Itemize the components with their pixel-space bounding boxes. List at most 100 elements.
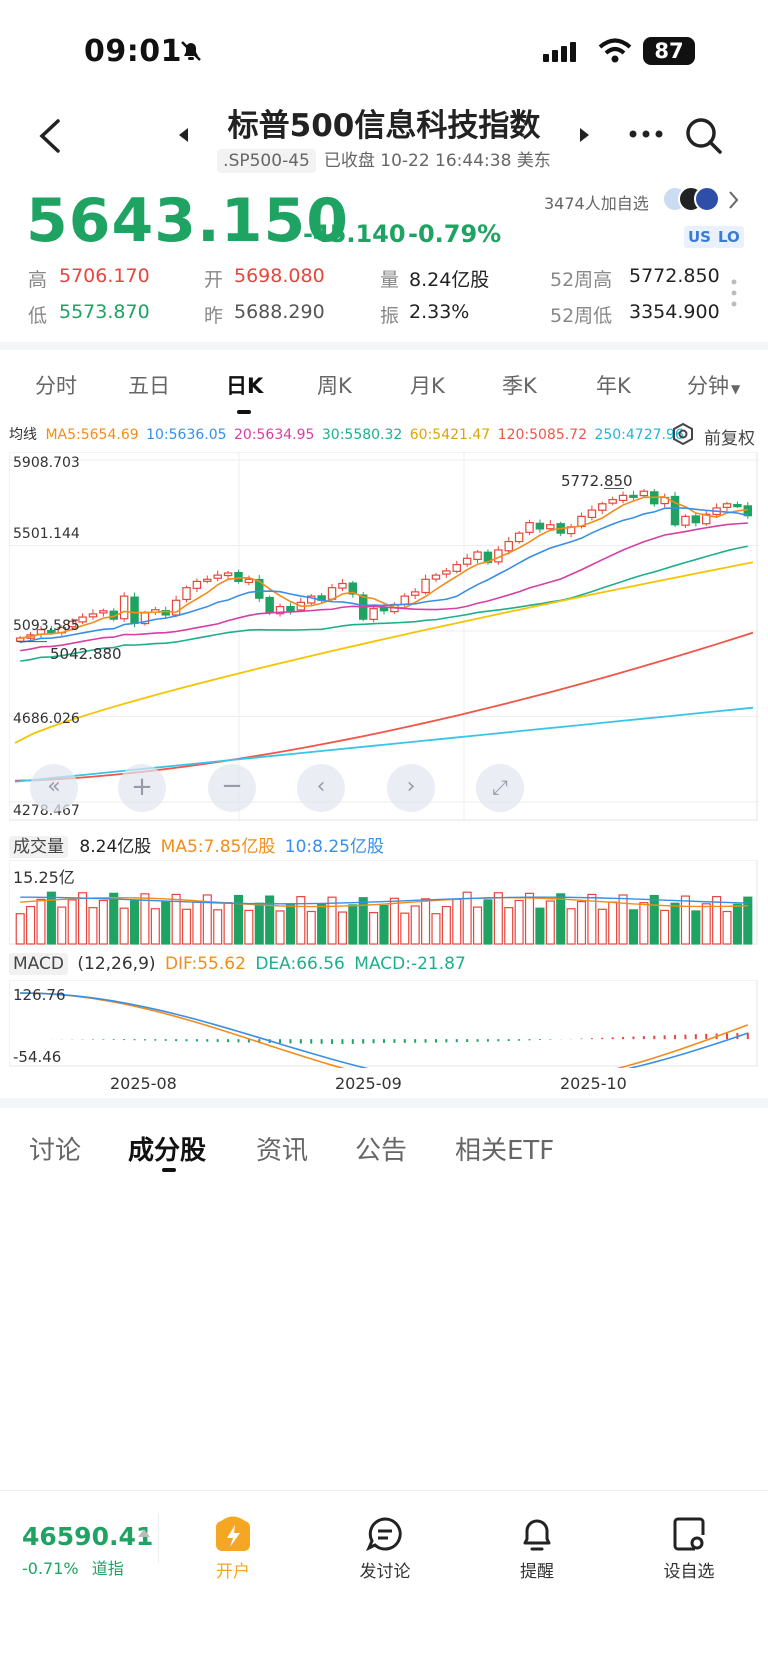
stats-more-icon[interactable]: [730, 278, 738, 308]
zoom-out-icon[interactable]: −: [208, 764, 256, 812]
prev-index-icon[interactable]: [176, 126, 190, 144]
candle-body: [244, 578, 254, 584]
volume-bar: [181, 908, 192, 945]
candle-body: [442, 570, 451, 575]
volume-bar: [400, 912, 410, 945]
post-discussion-button[interactable]: 发讨论: [340, 1515, 430, 1593]
tab-announcements[interactable]: 公告: [355, 1136, 408, 1166]
dow-change[interactable]: -0.71% 道指: [22, 1555, 124, 1579]
volume-bar: [233, 894, 244, 945]
stat-52w-low-value: 3354.900: [629, 301, 720, 323]
volume-chart[interactable]: [9, 860, 759, 946]
open-account-button[interactable]: 开户: [188, 1515, 278, 1593]
candle-body: [223, 572, 233, 577]
candle-body: [400, 595, 410, 606]
volume-bar: [161, 900, 171, 945]
candle-body: [701, 513, 711, 525]
price-change: -45.140: [303, 220, 406, 248]
ma-line: [20, 545, 748, 662]
ma-legend: 均线 MA5:5654.69 10:5636.05 20:5634.95 30:…: [9, 424, 684, 444]
zoom-in-icon[interactable]: +: [118, 764, 166, 812]
search-icon[interactable]: [684, 116, 724, 156]
candle-body: [670, 495, 680, 526]
ma-long-line: [14, 631, 754, 782]
ma-legend-ma60: 60:5421.47: [409, 427, 491, 443]
up-triangle-icon: [138, 1529, 150, 1537]
tab-five-day[interactable]: 五日: [128, 374, 170, 398]
volume-bar: [379, 904, 389, 945]
tab-monthly-k[interactable]: 月K: [410, 374, 445, 398]
candlestick-chart[interactable]: [9, 452, 759, 822]
active-tab-indicator: [237, 410, 251, 414]
macd-params: (12,26,9): [77, 954, 156, 974]
ma-legend-label: 均线: [9, 427, 37, 443]
volume-bar: [327, 896, 337, 945]
macd-chart[interactable]: [9, 980, 759, 1068]
volume-bar: [285, 903, 296, 945]
candle-body: [88, 613, 98, 618]
tab-weekly-k[interactable]: 周K: [317, 374, 352, 398]
candle-body: [47, 629, 56, 634]
volume-bar: [36, 898, 46, 945]
candle-body: [338, 582, 347, 589]
pan-left-icon[interactable]: ‹: [297, 764, 345, 812]
tab-discussion[interactable]: 讨论: [29, 1136, 82, 1166]
candle-body: [213, 574, 222, 579]
tab-daily-k[interactable]: 日K: [226, 374, 264, 398]
volume-bar: [514, 899, 524, 945]
tab-related-etf[interactable]: 相关ETF: [455, 1136, 555, 1166]
wifi-icon: [598, 38, 632, 63]
volume-ma5-line: [20, 897, 748, 908]
followers-count[interactable]: 3474人加自选: [544, 194, 649, 213]
add-watchlist-button[interactable]: 设自选: [644, 1515, 734, 1593]
lo-tag: LO: [714, 226, 744, 248]
y-label-3: 5093.585: [13, 618, 80, 634]
alert-button[interactable]: 提醒: [492, 1515, 582, 1593]
ma-line: [20, 496, 748, 639]
chat-icon: [366, 1517, 402, 1552]
candle-body: [722, 503, 732, 508]
fullscreen-icon[interactable]: ⤢: [476, 764, 524, 812]
volume-bar: [691, 910, 701, 945]
tab-constituents[interactable]: 成分股: [128, 1136, 207, 1166]
candle-body: [171, 599, 181, 616]
candle-body: [608, 498, 617, 504]
tab-minute[interactable]: 分钟 ▼: [687, 370, 740, 400]
tab-timeshare[interactable]: 分时: [35, 374, 77, 398]
volume-bar: [452, 898, 462, 945]
candle-body: [525, 522, 534, 533]
chart-frame: [9, 452, 758, 821]
lightning-icon: [216, 1516, 250, 1551]
back-icon[interactable]: [36, 118, 64, 154]
adjust-settings-icon[interactable]: [671, 422, 695, 446]
volume-bar: [576, 900, 587, 945]
pan-right-icon[interactable]: ›: [387, 764, 435, 812]
dow-value[interactable]: 46590.41: [22, 1522, 154, 1551]
volume-bar: [670, 902, 680, 945]
volume-bar: [410, 905, 420, 945]
macd-top-label: 126.76: [13, 986, 66, 1004]
candle-body: [431, 574, 441, 580]
quote-subtitle: .SP500-45 已收盘 10-22 16:44:38 美东: [0, 146, 768, 173]
ma-legend-ma30: 30:5580.32: [321, 427, 403, 443]
status-time: 09:01: [84, 34, 182, 69]
tab-yearly-k[interactable]: 年K: [596, 374, 631, 398]
tab-quarterly-k[interactable]: 季K: [502, 374, 537, 398]
more-icon[interactable]: [628, 128, 664, 140]
volume-bar: [150, 908, 160, 945]
index-code: .SP500-45: [217, 149, 316, 173]
ma-legend-ma5: MA5:5654.69: [45, 427, 139, 443]
candle-body: [546, 524, 555, 530]
next-index-icon[interactable]: [578, 126, 592, 144]
volume-value: 8.24亿股: [79, 837, 152, 857]
chevron-right-icon[interactable]: [728, 190, 740, 210]
volume-bar: [98, 899, 108, 945]
ma-line: [20, 507, 748, 644]
price-adjust-mode[interactable]: 前复权: [704, 429, 755, 449]
volume-bar: [566, 908, 576, 945]
battery-indicator: 87: [643, 37, 695, 65]
candle-body: [255, 578, 264, 599]
rewind-icon[interactable]: «: [30, 764, 78, 812]
stat-amplitude-value: 2.33%: [409, 301, 470, 323]
tab-news[interactable]: 资讯: [256, 1136, 309, 1166]
